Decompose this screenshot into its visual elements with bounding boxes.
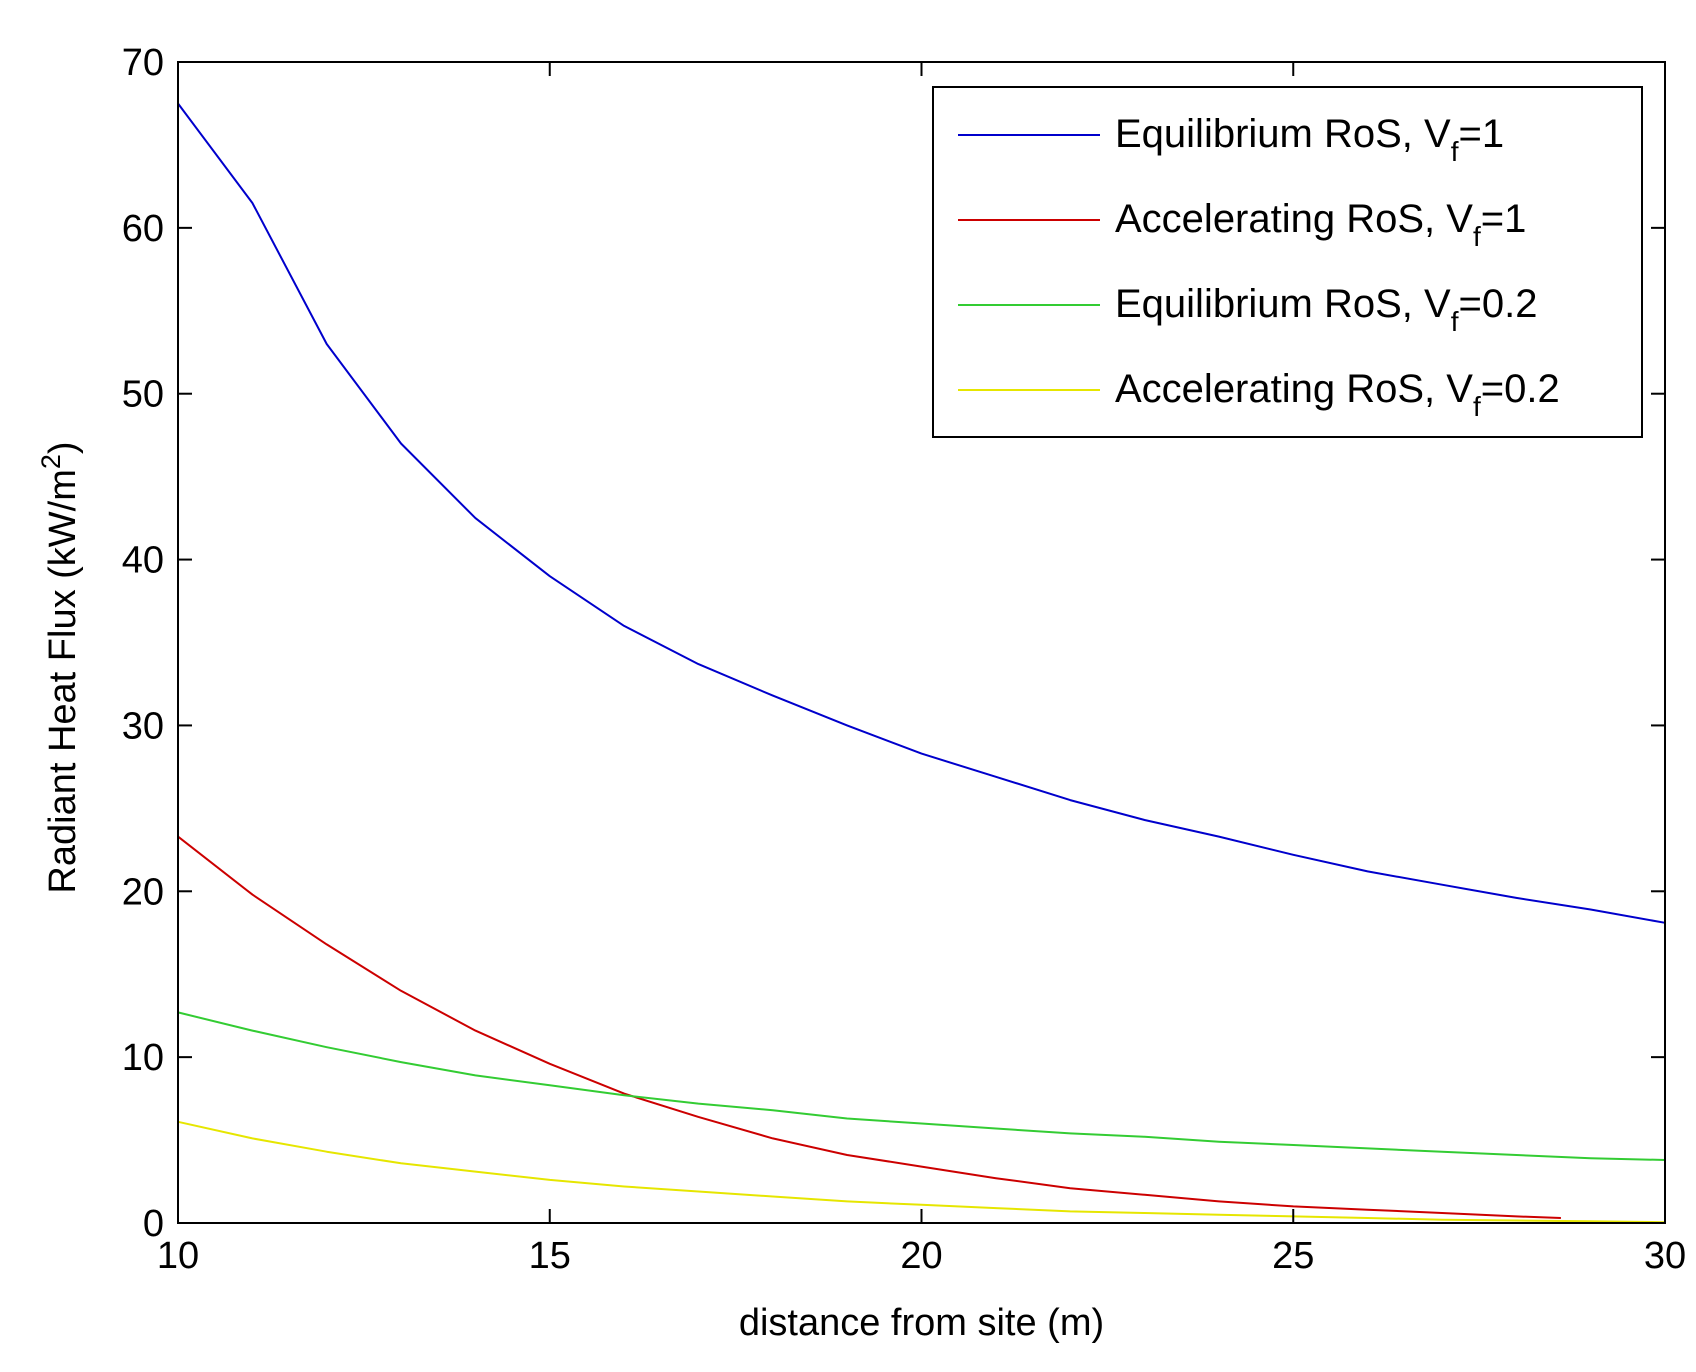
x-axis-label: distance from site (m) [739, 1302, 1104, 1344]
legend-box [932, 86, 1643, 438]
y-tick-label: 50 [122, 374, 164, 416]
series-layer [177, 102, 1666, 1224]
series-line-2 [177, 835, 1561, 1219]
series-line-1 [177, 102, 1666, 924]
y-tick-label: 60 [122, 208, 164, 250]
x-tick-label: 10 [157, 1235, 199, 1277]
legend-label-3: Equilibrium RoS, Vf=0.2 [1115, 282, 1537, 337]
legend-label-1: Equilibrium RoS, Vf=1 [1115, 112, 1504, 167]
y-tick-label: 0 [143, 1203, 164, 1245]
y-axis-label-suffix: ) [42, 441, 84, 454]
y-tick-label: 40 [122, 540, 164, 582]
y-tick-label: 70 [122, 42, 164, 84]
series-line-3 [177, 1011, 1666, 1161]
y-tick-label: 10 [122, 1037, 164, 1079]
x-tick-label: 25 [1272, 1235, 1314, 1277]
y-axis-label-superscript: 2 [36, 454, 66, 469]
y-axis-label: Radiant Heat Flux (kW/m2) [36, 441, 84, 893]
x-tick-label: 20 [900, 1235, 942, 1277]
legend: Equilibrium RoS, Vf=1 Accelerating RoS, V… [932, 86, 1643, 438]
legend-label-4: Accelerating RoS, Vf=0.2 [1115, 367, 1560, 422]
y-tick-label: 20 [122, 871, 164, 913]
series-line-4 [177, 1120, 1666, 1224]
y-tick-label: 30 [122, 705, 164, 747]
legend-label-2: Accelerating RoS, Vf=1 [1115, 197, 1526, 252]
y-axis-label-main: Radiant Heat Flux (kW/m [42, 469, 84, 893]
x-tick-label: 30 [1644, 1235, 1686, 1277]
x-tick-label: 15 [529, 1235, 571, 1277]
